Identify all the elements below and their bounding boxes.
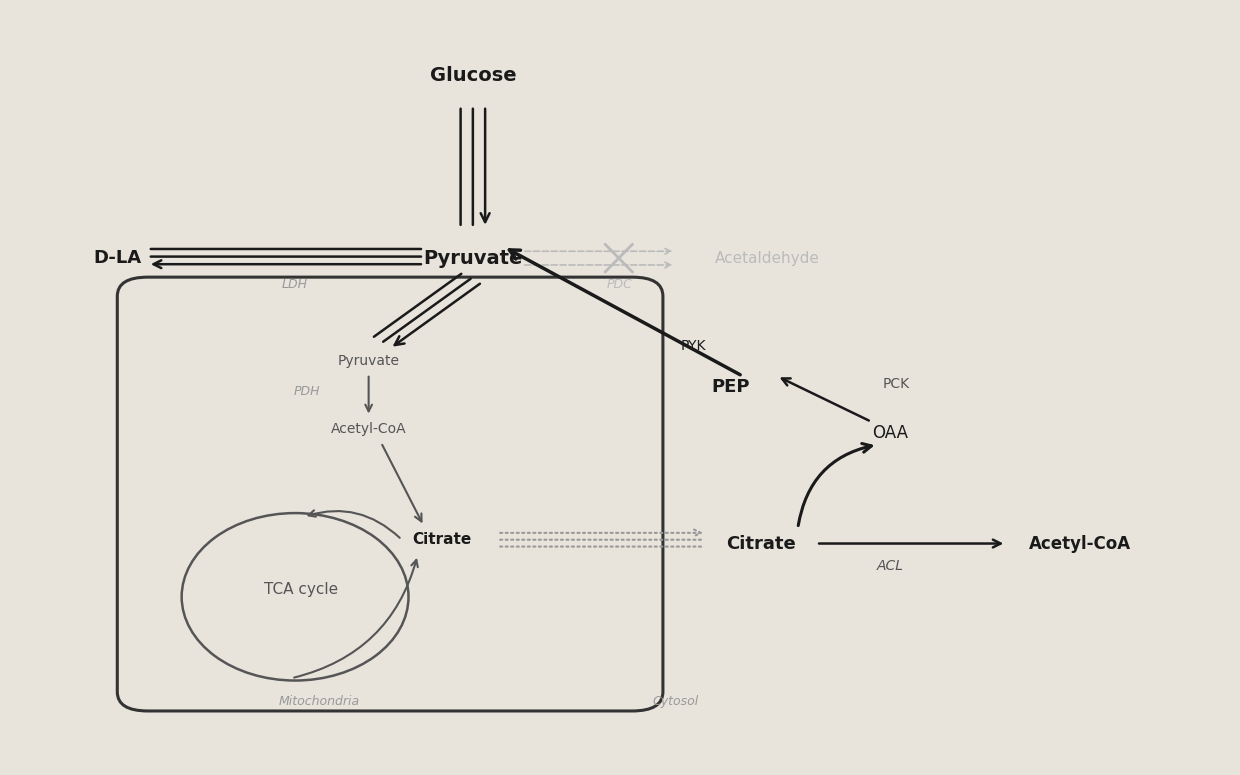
Text: Acetyl-CoA: Acetyl-CoA [1029, 535, 1131, 553]
Text: LDH: LDH [281, 278, 308, 291]
Text: Mitochondria: Mitochondria [279, 694, 360, 708]
Text: Pyruvate: Pyruvate [423, 249, 522, 267]
Text: PCK: PCK [883, 377, 909, 391]
Text: Citrate: Citrate [727, 535, 796, 553]
FancyBboxPatch shape [118, 277, 663, 711]
Text: Acetyl-CoA: Acetyl-CoA [331, 422, 407, 436]
Text: PDH: PDH [294, 385, 321, 398]
Text: PEP: PEP [711, 378, 750, 397]
Text: TCA cycle: TCA cycle [264, 582, 339, 597]
Text: PYK: PYK [681, 339, 707, 353]
Text: PDC: PDC [608, 278, 632, 291]
Text: ACL: ACL [877, 560, 903, 574]
Text: Citrate: Citrate [413, 532, 472, 547]
Text: OAA: OAA [872, 424, 908, 443]
Text: Pyruvate: Pyruvate [337, 354, 399, 368]
Text: D-LA: D-LA [93, 249, 141, 267]
Text: Acetaldehyde: Acetaldehyde [714, 250, 820, 266]
Ellipse shape [182, 513, 408, 680]
Text: Cytosol: Cytosol [652, 694, 698, 708]
Text: Glucose: Glucose [429, 66, 516, 85]
